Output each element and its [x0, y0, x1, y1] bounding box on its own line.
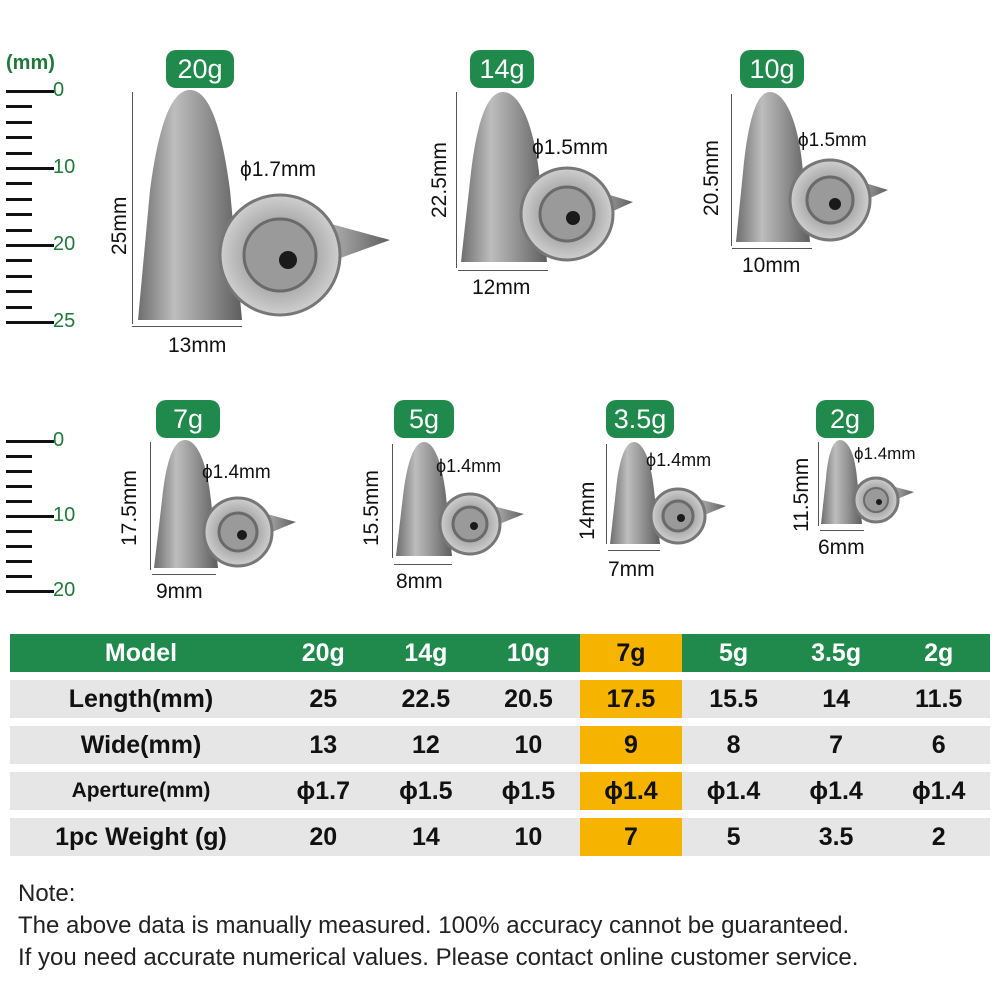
table-header-cell: 20g — [272, 634, 375, 672]
sinker-10g-image — [736, 92, 888, 242]
table-cell: 14 — [374, 818, 478, 856]
badge-3-5g: 3.5g — [606, 400, 674, 438]
ruler-top: 0 10 20 25 — [6, 79, 75, 332]
sinker-7g-height: 17.5mm — [118, 470, 141, 546]
table-cell: 5 — [682, 818, 785, 856]
table-header-row: Model 20g 14g 10g 7g 5g 3.5g 2g — [10, 634, 990, 672]
sinker-14g-height: 22.5mm — [428, 142, 451, 218]
table-header-cell: 2g — [887, 634, 990, 672]
table-cell-highlight: ϕ1.4 — [579, 772, 683, 810]
sinker-3-5g-height: 14mm — [576, 481, 599, 540]
badge-7g: 7g — [156, 400, 220, 438]
badge-5g: 5g — [394, 400, 454, 438]
sinker-14g-image — [461, 92, 633, 262]
table-cell: 12 — [374, 726, 478, 764]
table-cell-highlight: 7 — [579, 818, 683, 856]
table-row-aperture: Aperture(mm) ϕ1.7 ϕ1.5 ϕ1.5 ϕ1.4 ϕ1.4 ϕ1… — [10, 772, 990, 810]
sinker-10g-height: 20.5mm — [700, 140, 723, 216]
table-cell: 2 — [887, 818, 990, 856]
ruler-top-label-0: 0 — [53, 79, 65, 101]
sinker-7g-image — [154, 440, 296, 568]
sinker-14g-aperture: ϕ1.5mm — [532, 136, 608, 159]
ruler-top-label-10: 10 — [53, 156, 76, 178]
table-cell: 14 — [784, 680, 888, 718]
table-cell: 10 — [477, 726, 580, 764]
sinker-3-5g-width: 7mm — [608, 558, 655, 581]
sinker-5g-height: 15.5mm — [360, 470, 383, 546]
row-label: 1pc Weight (g) — [10, 818, 272, 856]
table-row-wide: Wide(mm) 13 12 10 9 8 7 6 — [10, 726, 990, 764]
table-cell: 11.5 — [887, 680, 990, 718]
table-row-weight: 1pc Weight (g) 20 14 10 7 5 3.5 2 — [10, 818, 990, 856]
table-header-cell-highlight: 7g — [579, 634, 683, 672]
unit-label: (mm) — [6, 52, 55, 74]
table-header-cell: 14g — [374, 634, 478, 672]
table-cell: 25 — [272, 680, 375, 718]
sinker-5g-aperture: ϕ1.4mm — [436, 456, 502, 476]
ruler-bottom: 0 10 20 — [6, 429, 75, 601]
sinker-2g-width: 6mm — [818, 536, 865, 559]
table-cell: 20.5 — [477, 680, 580, 718]
table-header-cell: Model — [10, 634, 272, 672]
table-cell: 8 — [682, 726, 785, 764]
table-row-length: Length(mm) 25 22.5 20.5 17.5 15.5 14 11.… — [10, 680, 990, 718]
sinker-3-5g-aperture: ϕ1.4mm — [646, 450, 712, 470]
table-cell: 13 — [272, 726, 375, 764]
sinker-2g-height: 11.5mm — [790, 457, 813, 532]
sinker-20g-width: 13mm — [168, 334, 227, 357]
sinker-7g-aperture: ϕ1.4mm — [202, 462, 271, 483]
sinker-2g-image — [821, 440, 914, 524]
ruler-top-label-25: 25 — [53, 310, 76, 332]
sinker-20g-image — [138, 90, 390, 320]
sinker-5g-width: 8mm — [396, 570, 443, 593]
table-cell-highlight: 17.5 — [579, 680, 683, 718]
row-label: Length(mm) — [10, 680, 272, 718]
ruler-top-label-20: 20 — [53, 233, 76, 255]
spec-table: Model 20g 14g 10g 7g 5g 3.5g 2g Length(m… — [10, 626, 990, 864]
badge-20g: 20g — [166, 50, 234, 88]
row-label: Aperture(mm) — [10, 772, 272, 810]
table-cell: ϕ1.5 — [374, 772, 478, 810]
sinker-20g-aperture: ϕ1.7mm — [240, 158, 316, 181]
sinker-2g-aperture: ϕ1.4mm — [854, 444, 916, 463]
table-cell: 15.5 — [682, 680, 785, 718]
row-label: Wide(mm) — [10, 726, 272, 764]
note-line-2: If you need accurate numerical values. P… — [18, 944, 859, 971]
badge-2g: 2g — [816, 400, 874, 438]
table-cell: 22.5 — [374, 680, 478, 718]
ruler-bottom-label-10: 10 — [53, 504, 76, 526]
note-title: Note: — [18, 880, 76, 907]
table-header-cell: 10g — [477, 634, 580, 672]
sinker-3-5g-image — [610, 442, 726, 545]
table-header-cell: 3.5g — [784, 634, 888, 672]
sinker-14g-width: 12mm — [472, 276, 531, 299]
table-cell: ϕ1.7 — [272, 772, 375, 810]
sinker-10g-aperture: ϕ1.5mm — [798, 130, 867, 151]
table-cell: ϕ1.5 — [477, 772, 580, 810]
ruler-bottom-label-0: 0 — [53, 429, 65, 451]
table-cell: 7 — [784, 726, 888, 764]
badge-14g: 14g — [470, 50, 534, 88]
table-cell: ϕ1.4 — [887, 772, 990, 810]
sinker-10g-width: 10mm — [742, 254, 801, 277]
ruler-bottom-label-20: 20 — [53, 579, 76, 601]
table-header-cell: 5g — [682, 634, 785, 672]
badge-10g: 10g — [740, 50, 804, 88]
sinker-7g-width: 9mm — [156, 580, 203, 603]
note-line-1: The above data is manually measured. 100… — [18, 912, 850, 939]
table-cell: ϕ1.4 — [784, 772, 888, 810]
sinker-20g-height: 25mm — [108, 196, 131, 255]
sinker-5g-image — [396, 442, 524, 556]
table-cell: 10 — [477, 818, 580, 856]
table-cell: 3.5 — [784, 818, 888, 856]
table-cell: ϕ1.4 — [682, 772, 785, 810]
table-cell-highlight: 9 — [579, 726, 683, 764]
table-cell: 6 — [887, 726, 990, 764]
table-cell: 20 — [272, 818, 375, 856]
